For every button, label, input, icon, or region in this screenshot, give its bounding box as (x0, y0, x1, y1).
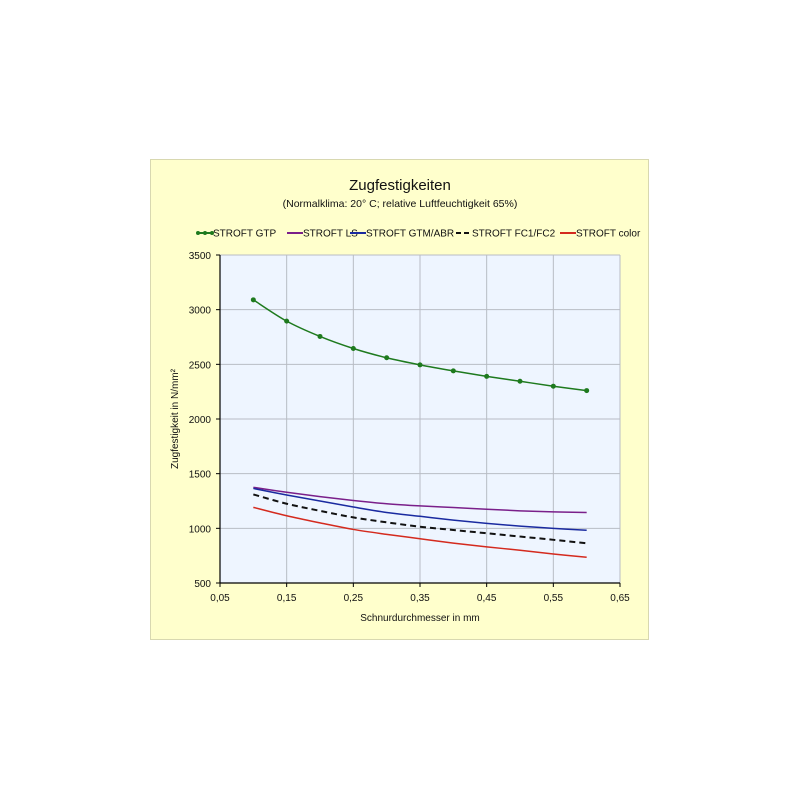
legend-label: STROFT LS (303, 229, 358, 240)
data-point-marker (517, 378, 523, 384)
y-tick-label: 3500 (189, 251, 212, 262)
legend-label: STROFT FC1/FC2 (472, 229, 556, 240)
data-point-marker (550, 383, 556, 389)
y-tick-label: 500 (194, 579, 211, 590)
data-point-marker (417, 362, 423, 368)
chart-subtitle: (Normalklima: 20° C; relative Luftfeucht… (283, 198, 518, 210)
data-point-marker (284, 318, 290, 324)
series-line (253, 486, 587, 514)
data-point-marker (250, 297, 256, 303)
y-tick-label: 2000 (189, 415, 212, 426)
x-tick-label: 0,15 (277, 593, 297, 604)
x-tick-label: 0,65 (610, 593, 630, 604)
series-line (253, 493, 587, 545)
legend: STROFT GTP STROFT LS STROFT GTM/ABR STROFT … (196, 229, 641, 240)
series-line (253, 487, 587, 532)
legend-label: STROFT GTM/ABR (366, 229, 454, 240)
data-point-marker (484, 373, 490, 379)
data-point-marker (317, 333, 323, 339)
y-tick-label: 1500 (189, 470, 212, 481)
data-point-marker (384, 355, 390, 361)
y-tick-label: 1000 (189, 524, 212, 535)
x-tick-label: 0,45 (477, 593, 497, 604)
x-tick-label: 0,35 (410, 593, 430, 604)
axes: 0,05 0,15 0,25 0,35 0,45 0,55 0,65 500 1000 1500 2… (189, 251, 630, 604)
legend-label: STROFT color (576, 229, 641, 240)
data-point-marker (350, 345, 356, 351)
x-tick-label: 0,05 (210, 593, 230, 604)
legend-label: STROFT GTP (213, 229, 276, 240)
y-tick-label: 3000 (189, 306, 212, 317)
x-tick-label: 0,25 (344, 593, 364, 604)
y-axis-label: Zugfestigkeit in N/mm² (170, 368, 181, 469)
data-point-marker (584, 388, 590, 394)
data-point-marker (450, 368, 456, 374)
x-axis-label: Schnurdurchmesser in mm (360, 613, 479, 624)
series-group (250, 297, 590, 559)
chart-title: Zugfestigkeiten (349, 177, 451, 194)
series-line (253, 506, 587, 559)
y-tick-label: 2500 (189, 360, 212, 371)
x-tick-label: 0,55 (544, 593, 564, 604)
